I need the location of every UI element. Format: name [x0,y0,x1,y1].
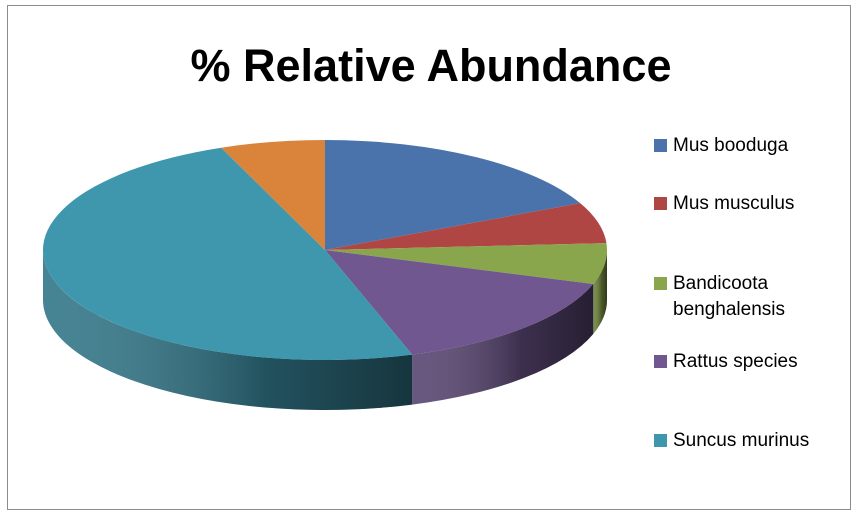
chart-title: % Relative Abundance [190,40,672,91]
legend-label: Mus musculus [673,193,795,214]
pie-slice-suncus-murinus [43,147,413,360]
legend-label: Suncus murinus [673,430,810,451]
pie-slice-bandicoota-benghalensis [325,243,607,284]
legend-item: Mus booduga [654,133,854,159]
pie-slice-mus-musculus [325,203,607,250]
pie-tops [43,140,607,360]
legend-label: Mus booduga [673,135,789,156]
legend-label: Rattus species [673,351,798,372]
pie-slice-other [221,140,325,250]
pie-side-shade [593,250,607,334]
pie-side-shade [412,283,594,405]
pie-side-shade [43,250,413,410]
legend-item: Mus musculus [654,191,854,217]
legend-item: Bandicoota benghalensis [654,271,854,323]
legend-swatch [654,434,667,447]
legend-item: Suncus murinus [654,428,854,454]
legend-swatch [654,139,667,152]
pie-slice-mus-booduga [325,140,581,250]
legend-swatch [654,277,667,290]
pie-slice-rattus-species [325,250,594,355]
pie-sides [43,250,607,410]
legend-label: Bandicoota benghalensis [673,273,785,320]
legend-swatch [654,197,667,210]
legend-swatch [654,355,667,368]
legend-item: Rattus species [654,349,854,375]
